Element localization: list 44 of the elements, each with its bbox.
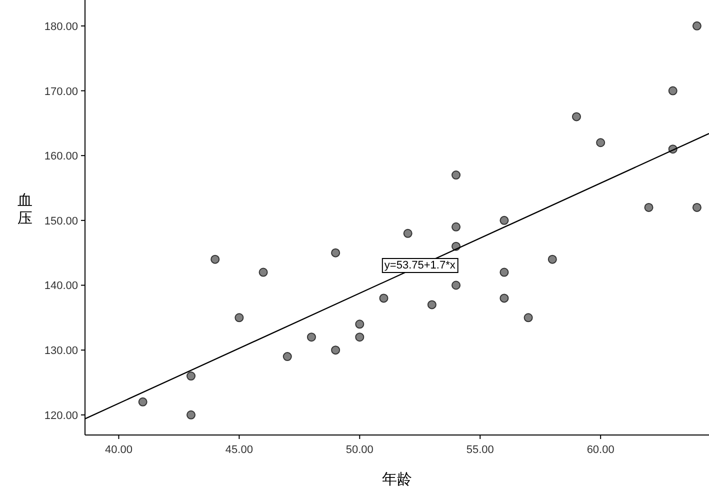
x-axis-title: 年龄 — [382, 471, 412, 488]
y-tick-label: 120.00 — [44, 410, 78, 422]
point — [500, 268, 509, 277]
y-axis-title: 血压 — [18, 192, 32, 227]
y-tick-label: 140.00 — [44, 280, 78, 292]
point — [331, 248, 340, 258]
x-tick-label: 40.00 — [104, 444, 132, 456]
x-tick-label: 60.00 — [586, 444, 614, 456]
point — [234, 313, 244, 322]
point — [596, 138, 606, 148]
point — [355, 320, 364, 329]
point — [186, 372, 196, 381]
point — [548, 254, 557, 264]
point — [452, 222, 461, 232]
y-tick-label: 170.00 — [44, 86, 78, 98]
y-tick-label: 130.00 — [44, 345, 78, 358]
point — [427, 300, 436, 310]
point — [644, 202, 654, 212]
x-tick-label: 55.00 — [466, 444, 494, 456]
point — [210, 254, 220, 264]
y-tick-label: 150.00 — [44, 215, 78, 228]
point — [524, 313, 533, 322]
point — [572, 112, 581, 122]
point — [331, 346, 340, 355]
y-tick-label: 160.00 — [44, 150, 78, 163]
point — [186, 410, 196, 420]
point — [692, 202, 702, 212]
point — [138, 397, 148, 406]
point — [282, 352, 292, 362]
point — [355, 332, 364, 342]
y-tick-label: 180.00 — [44, 20, 78, 33]
point — [668, 86, 678, 96]
point — [500, 294, 509, 303]
x-tick-label: 45.00 — [225, 444, 253, 456]
point — [379, 294, 388, 303]
point — [452, 170, 461, 180]
point — [306, 332, 316, 342]
x-tick-label: 50.00 — [346, 444, 374, 456]
annotation: y=53.75+1.7*x — [384, 260, 456, 272]
point — [500, 216, 509, 225]
point — [452, 280, 461, 290]
point — [258, 268, 268, 277]
point — [403, 228, 412, 238]
point — [692, 21, 702, 30]
